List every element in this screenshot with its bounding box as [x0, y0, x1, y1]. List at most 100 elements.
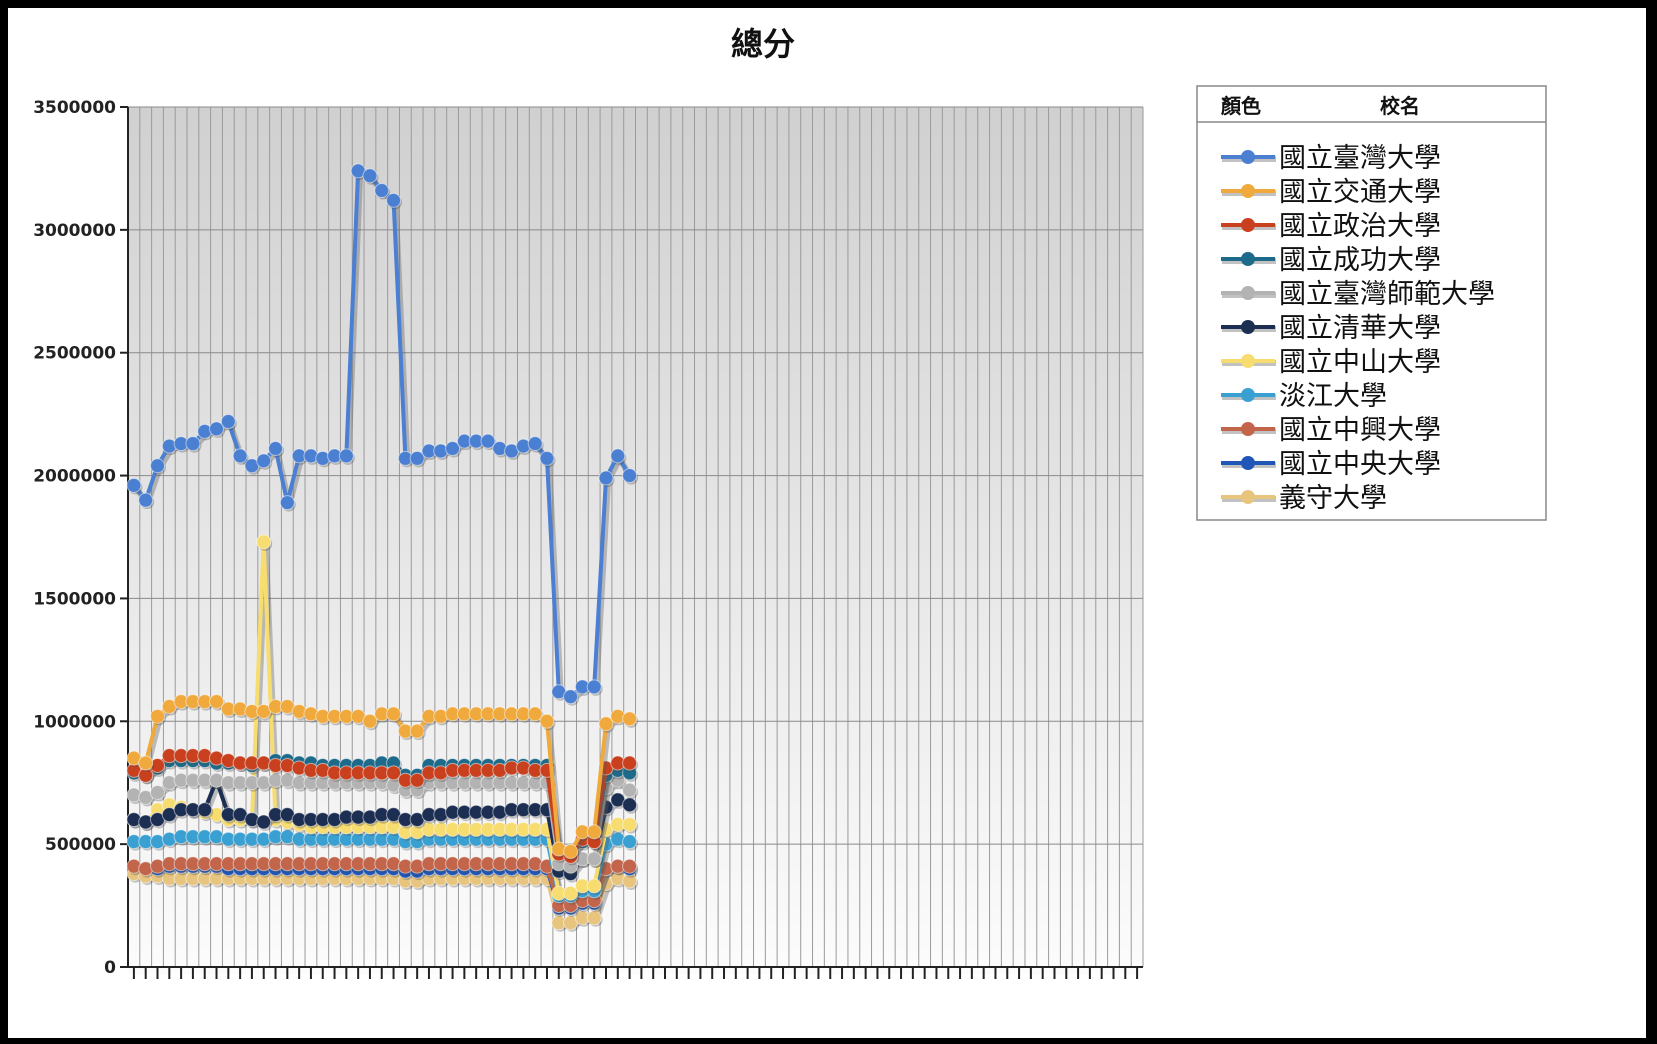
data-point [527, 706, 543, 722]
chart-title: 總分 [731, 25, 795, 63]
data-point [622, 755, 638, 771]
y-tick-label: 2000000 [33, 467, 116, 487]
data-point [527, 436, 543, 452]
legend-label: 國立中央大學 [1279, 449, 1441, 480]
legend-swatch-marker [1241, 286, 1255, 300]
data-point [268, 441, 284, 457]
legend-label: 國立成功大學 [1279, 245, 1441, 276]
legend-swatch-marker [1241, 218, 1255, 232]
legend-items: 國立臺灣大學國立交通大學國立政治大學國立成功大學國立臺灣師範大學國立清華大學國立… [1221, 143, 1495, 514]
y-tick-label: 3500000 [33, 98, 116, 118]
data-point [409, 450, 425, 466]
line-chart: 總分 0 500000 1000000 1500000 2000000 2500000 30… [33, 25, 1547, 979]
data-point [480, 433, 496, 449]
data-point [409, 772, 425, 788]
legend-item: 國立清華大學 [1221, 313, 1441, 344]
data-point [338, 448, 354, 464]
data-point [586, 824, 602, 840]
legend-swatch-marker [1241, 320, 1255, 334]
data-point [138, 755, 154, 771]
data-point [563, 844, 579, 860]
data-point [622, 468, 638, 484]
legend-swatch-marker [1241, 422, 1255, 436]
legend-swatch-marker [1241, 150, 1255, 164]
series-1 [126, 163, 639, 706]
legend-item: 國立政治大學 [1221, 211, 1441, 242]
series-layer [126, 163, 639, 932]
data-point [598, 716, 614, 732]
data-point [539, 450, 555, 466]
data-point [409, 723, 425, 739]
y-tick-label: 500000 [45, 835, 116, 855]
legend-label: 國立臺灣師範大學 [1279, 279, 1495, 310]
y-tick-label: 0 [104, 958, 116, 978]
data-point [256, 814, 272, 830]
data-point [209, 694, 225, 710]
chart-frame: 總分 0 500000 1000000 1500000 2000000 2500000 30… [8, 8, 1646, 1038]
legend-item: 國立交通大學 [1221, 177, 1441, 208]
legend-item: 國立中央大學 [1221, 449, 1441, 480]
legend-label: 國立清華大學 [1279, 313, 1441, 344]
legend-swatch-marker [1241, 456, 1255, 470]
data-point [362, 713, 378, 729]
data-point [622, 797, 638, 813]
y-tick-label: 3000000 [33, 221, 116, 241]
y-tick-label: 1500000 [33, 589, 116, 609]
data-point [586, 910, 602, 926]
data-point [138, 492, 154, 508]
data-point [563, 885, 579, 901]
series-2 [126, 694, 639, 861]
legend-item: 國立中興大學 [1221, 415, 1441, 446]
data-point [150, 785, 166, 801]
data-point [185, 436, 201, 452]
data-point [279, 495, 295, 511]
legend-item: 義守大學 [1221, 483, 1387, 514]
data-point [610, 448, 626, 464]
legend-item: 國立臺灣師範大學 [1221, 279, 1495, 310]
data-point [374, 183, 390, 199]
y-tick-label: 1000000 [33, 712, 116, 732]
data-point [622, 858, 638, 874]
data-point [150, 458, 166, 474]
legend-header-name: 校名 [1380, 94, 1420, 118]
legend-swatch-marker [1241, 184, 1255, 198]
data-point [622, 816, 638, 832]
data-point [622, 782, 638, 798]
legend: 顏色 校名 國立臺灣大學國立交通大學國立政治大學國立成功大學國立臺灣師範大學國立… [1196, 85, 1547, 521]
data-point [386, 192, 402, 208]
data-point [150, 708, 166, 724]
legend-swatch-marker [1241, 252, 1255, 266]
legend-label: 國立中山大學 [1279, 347, 1441, 378]
data-point [539, 713, 555, 729]
data-point [445, 441, 461, 457]
data-point [220, 414, 236, 430]
data-point [232, 448, 248, 464]
legend-swatch-marker [1241, 388, 1255, 402]
legend-header-color: 顏色 [1221, 94, 1261, 118]
data-point [197, 802, 213, 818]
legend-label: 國立臺灣大學 [1279, 143, 1441, 174]
data-point [598, 470, 614, 486]
legend-label: 國立政治大學 [1279, 211, 1441, 242]
data-point [362, 168, 378, 184]
data-point [386, 765, 402, 781]
data-point [256, 453, 272, 469]
data-point [586, 878, 602, 894]
legend-item: 淡江大學 [1221, 381, 1387, 412]
data-point [126, 477, 142, 493]
data-point [586, 679, 602, 695]
legend-item: 國立中山大學 [1221, 347, 1441, 378]
legend-label: 淡江大學 [1279, 381, 1387, 412]
y-tick-label: 2500000 [33, 344, 116, 364]
legend-swatch-marker [1241, 490, 1255, 504]
data-point [386, 706, 402, 722]
legend-item: 國立臺灣大學 [1221, 143, 1441, 174]
data-point [622, 711, 638, 727]
series-9 [126, 856, 639, 915]
data-point [209, 421, 225, 437]
data-point [563, 689, 579, 705]
legend-label: 國立中興大學 [1279, 415, 1441, 446]
legend-item: 國立成功大學 [1221, 245, 1441, 276]
legend-label: 國立交通大學 [1279, 177, 1441, 208]
legend-swatch-marker [1241, 354, 1255, 368]
